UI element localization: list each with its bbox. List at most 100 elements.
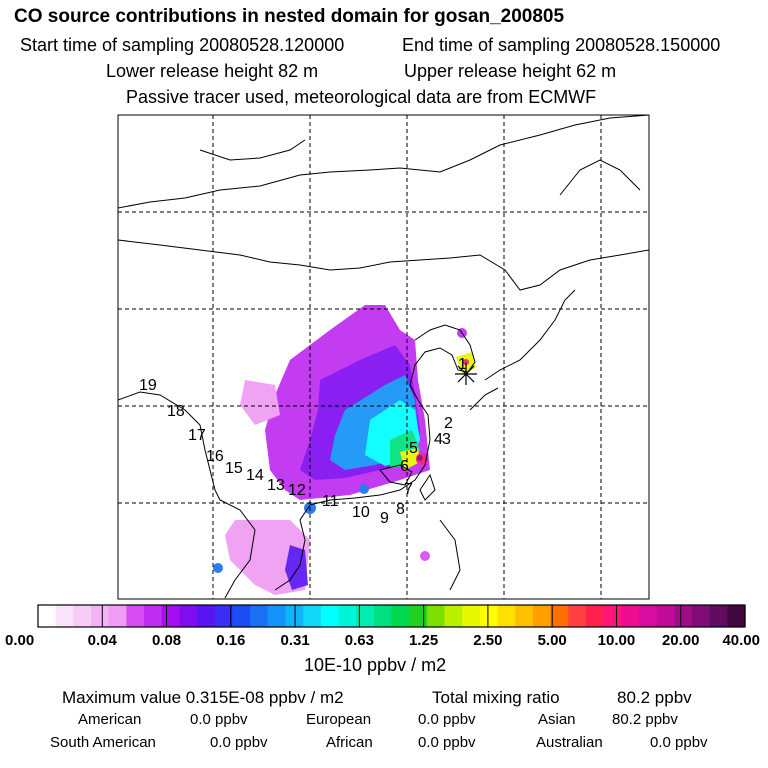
colorbar-cell <box>91 605 110 627</box>
colorbar-cell <box>338 605 357 627</box>
total-mixing-value: 80.2 ppbv <box>617 688 692 707</box>
region-name: American <box>78 711 142 728</box>
colorbar-cell <box>674 605 693 627</box>
colorbar-cell <box>303 605 322 627</box>
trajectory-point-label: 4 <box>434 431 443 448</box>
colorbar-cell <box>356 605 375 627</box>
colorbar-cell <box>603 605 622 627</box>
colorbar-cell <box>391 605 410 627</box>
colorbar-tick-label: 0.08 <box>152 632 181 649</box>
start-time-label: Start time of sampling 20080528.120000 <box>20 35 345 55</box>
colorbar-cell <box>585 605 605 627</box>
trajectory-point-label: 12 <box>288 482 306 499</box>
colorbar-cell <box>444 605 463 627</box>
trajectory-point-label: 1 <box>458 356 467 373</box>
region-name: African <box>326 734 373 751</box>
colorbar-cell <box>144 605 163 627</box>
trajectory-point-label: 5 <box>409 440 418 457</box>
trajectory-point-label: 11 <box>322 493 339 510</box>
colorbar-cell <box>497 605 516 627</box>
trajectory-point-label: 17 <box>188 427 206 444</box>
colorbar-tick-label: 0.04 <box>88 632 118 649</box>
trajectory-point-label: 13 <box>267 477 285 494</box>
colorbar-cell <box>250 605 269 627</box>
colorbar-cell <box>656 605 675 627</box>
colorbar-cell <box>161 605 180 627</box>
upper-release-height-label: Upper release height 62 m <box>404 61 617 81</box>
colorbar-cell <box>409 605 428 627</box>
colorbar-cell <box>38 605 57 627</box>
asterisk-icon <box>455 363 477 385</box>
figure-title: CO source contributions in nested domain… <box>14 6 565 27</box>
lower-release-height-label: Lower release height 82 m <box>106 61 319 81</box>
total-mixing-label: Total mixing ratio <box>432 688 560 707</box>
colorbar-cell <box>179 605 198 627</box>
region-value: 0.0 ppbv <box>210 734 268 751</box>
colorbar-cell <box>568 605 587 627</box>
region-value: 0.0 ppbv <box>418 711 476 728</box>
trajectory-point-label: 10 <box>352 504 370 521</box>
trajectory-point-label: 15 <box>225 460 243 477</box>
region-value: 0.0 ppbv <box>418 734 476 751</box>
colorbar-cell <box>232 605 251 627</box>
colorbar-cell <box>55 605 74 627</box>
colorbar-cell <box>621 605 640 627</box>
colorbar-cell <box>285 605 304 627</box>
colorbar-cell <box>426 605 446 627</box>
trajectory-point-label: 7 <box>404 481 413 498</box>
trajectory-point-label: 2 <box>444 415 453 432</box>
plume-field <box>213 305 476 595</box>
region-name: Asian <box>538 711 576 728</box>
colorbar-cell <box>691 605 711 627</box>
colorbar-tick-label: 20.00 <box>662 632 700 649</box>
trajectory-point-label: 3 <box>442 431 451 448</box>
colorbar-cell <box>214 605 234 627</box>
colorbar-cell <box>727 605 746 627</box>
colorbar-unit-label: 10E-10 ppbv / m2 <box>304 655 447 675</box>
colorbar-cell <box>515 605 534 627</box>
tracer-note: Passive tracer used, meteorological data… <box>126 87 597 107</box>
max-value-label: Maximum value 0.315E-08 ppbv / m2 <box>62 688 344 707</box>
colorbar-tick-label: 0.63 <box>345 632 374 649</box>
region-name: European <box>306 711 372 728</box>
map-frame <box>117 114 650 600</box>
colorbar-cell <box>709 605 728 627</box>
colorbar-cell <box>532 605 552 627</box>
colorbar-cell <box>126 605 145 627</box>
colorbar-tick-label: 0.31 <box>280 632 309 649</box>
trajectory-point-label: 14 <box>246 467 264 484</box>
region-name: Australian <box>536 734 603 751</box>
colorbar-cell <box>267 605 287 627</box>
colorbar-cell <box>108 605 127 627</box>
colorbar-cell <box>479 605 499 627</box>
colorbar-tick-label: 0.00 <box>5 632 34 649</box>
colorbar-tick-label: 10.00 <box>598 632 636 649</box>
trajectory-point-label: 6 <box>400 458 409 475</box>
colorbar-cell <box>462 605 481 627</box>
end-time-label: End time of sampling 20080528.150000 <box>402 35 721 55</box>
trajectory-point-label: 8 <box>396 501 405 518</box>
colorbar-tick-label: 1.25 <box>409 632 438 649</box>
colorbar-tick-label: 40.00 <box>722 632 760 649</box>
colorbar-cell <box>73 605 92 627</box>
colorbar-tick-label: 2.50 <box>473 632 502 649</box>
trajectory-point-label: 9 <box>380 510 389 527</box>
region-value: 80.2 ppbv <box>612 711 678 728</box>
colorbar-cell <box>320 605 340 627</box>
colorbar-tick-label: 0.16 <box>216 632 245 649</box>
region-value: 0.0 ppbv <box>650 734 708 751</box>
trajectory-point-label: 19 <box>139 377 157 394</box>
gridlines <box>118 115 649 599</box>
colorbar-cell <box>197 605 216 627</box>
coastlines <box>118 115 649 599</box>
colorbar-cell <box>638 605 658 627</box>
trajectory-point-label: 18 <box>167 403 185 420</box>
colorbar-cell <box>373 605 393 627</box>
region-value: 0.0 ppbv <box>190 711 248 728</box>
colorbar-cell <box>550 605 569 627</box>
region-name: South American <box>50 734 156 751</box>
trajectory-point-label: 16 <box>206 448 224 465</box>
colorbar-tick-label: 5.00 <box>538 632 567 649</box>
